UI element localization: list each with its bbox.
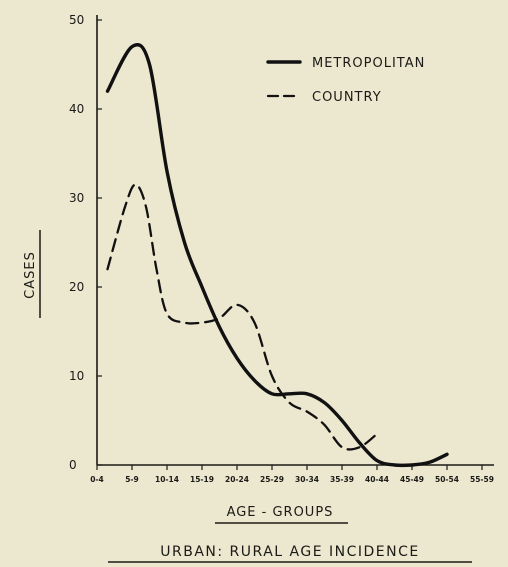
x-tick-label: 20-24: [225, 475, 249, 484]
y-tick-label: 50: [69, 13, 84, 27]
x-tick-label: 5-9: [125, 475, 139, 484]
series-line-country: [106, 183, 379, 451]
chart-title: URBAN: RURAL AGE INCIDENCE: [160, 544, 419, 560]
x-tick-label: 35-39: [330, 475, 354, 484]
x-tick-label: 25-29: [260, 475, 284, 484]
series-line-metropolitan: [105, 43, 449, 468]
x-tick-label: 55-59: [470, 475, 494, 484]
legend-label: METROPOLITAN: [312, 56, 425, 71]
x-tick-label: 50-54: [435, 475, 459, 484]
y-tick-label: 30: [69, 191, 84, 205]
y-tick-label: 10: [69, 369, 84, 383]
legend: METROPOLITAN COUNTRY: [266, 56, 425, 105]
y-tick-label: 40: [69, 102, 84, 116]
y-tick-label: 0: [69, 458, 77, 472]
x-tick-label: 45-49: [400, 475, 424, 484]
legend-label: COUNTRY: [312, 90, 382, 105]
x-tick-label: 40-44: [365, 475, 389, 484]
x-tick-label: 0-4: [90, 475, 104, 484]
x-tick-label: 10-14: [155, 475, 179, 484]
y-axis-title: CASES: [23, 251, 38, 299]
x-axis-ticks: 0-4 5-9 10-14 15-19 20-24 25-29 30-34 35-39 40-4…: [90, 465, 494, 484]
axes: [96, 15, 494, 466]
x-tick-label: 30-34: [295, 475, 319, 484]
x-axis-title: AGE - GROUPS: [227, 505, 334, 520]
y-axis-ticks: 0 10 20 30 40 50: [69, 13, 102, 472]
y-tick-label: 20: [69, 280, 84, 294]
x-tick-label: 15-19: [190, 475, 214, 484]
series-lines: [105, 43, 449, 468]
